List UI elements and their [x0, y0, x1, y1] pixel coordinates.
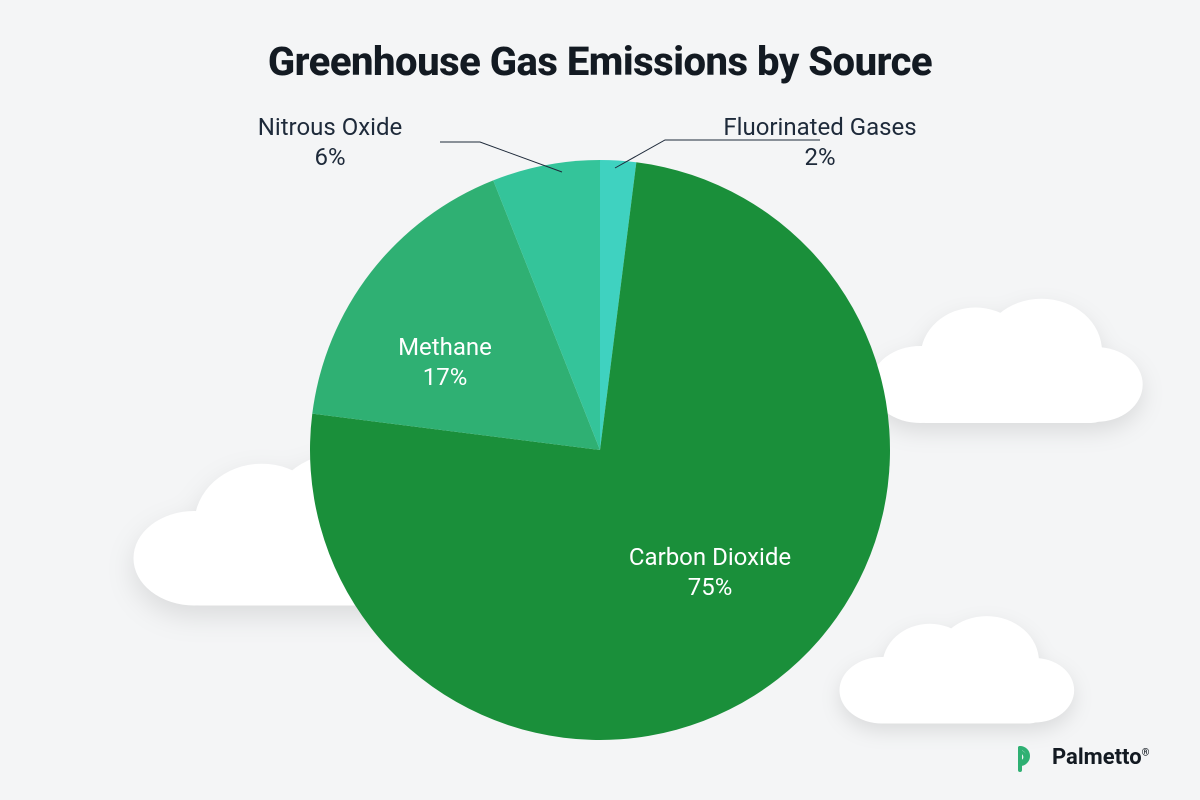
slice-percent: 17%	[325, 362, 565, 392]
slice-name: Carbon Dioxide	[590, 542, 830, 572]
slice-label: Methane17%	[325, 332, 565, 392]
slice-name: Nitrous Oxide	[210, 112, 450, 142]
slice-label: Nitrous Oxide6%	[210, 112, 450, 172]
slice-name: Methane	[325, 332, 565, 362]
slice-label: Fluorinated Gases2%	[700, 112, 940, 172]
slice-label: Carbon Dioxide75%	[590, 542, 830, 602]
infographic-stage: Greenhouse Gas Emissions by Source Fluor…	[0, 0, 1200, 800]
brand-name: Palmetto®	[1052, 745, 1149, 770]
brand-logo: Palmetto®	[1010, 740, 1149, 774]
brand-name-text: Palmetto	[1052, 745, 1142, 770]
slice-percent: 75%	[590, 572, 830, 602]
cloud-decoration	[860, 280, 1146, 438]
brand-registered-mark: ®	[1142, 747, 1150, 758]
slice-percent: 2%	[700, 142, 940, 172]
slice-percent: 6%	[210, 142, 450, 172]
slice-name: Fluorinated Gases	[700, 112, 940, 142]
pie-chart	[308, 158, 892, 742]
chart-title: Greenhouse Gas Emissions by Source	[0, 38, 1200, 85]
palmetto-logo-icon	[1010, 740, 1044, 774]
